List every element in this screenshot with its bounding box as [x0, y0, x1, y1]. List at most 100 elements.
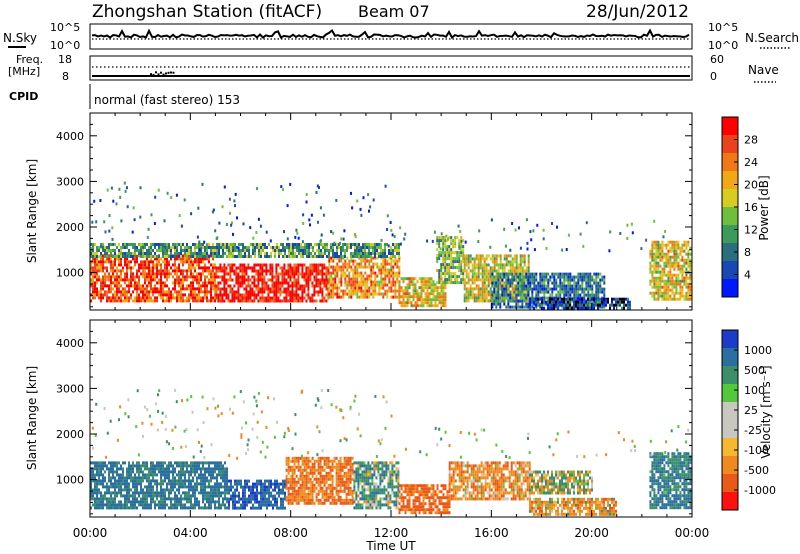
velocity-cell [104, 503, 106, 507]
power-cell [539, 290, 542, 294]
velocity-cell [148, 473, 150, 477]
power-cell [659, 252, 662, 256]
power-cell [273, 293, 276, 297]
velocity-cell [114, 506, 116, 510]
power-cell [265, 266, 268, 270]
power-cell [102, 296, 104, 300]
power-cell [170, 249, 172, 252]
velocity-cell [114, 485, 116, 489]
power-cell [400, 289, 403, 293]
power-cell [140, 249, 142, 252]
velocity-cell [112, 464, 114, 468]
power-cell [246, 255, 248, 258]
power-cell [273, 290, 276, 294]
power-cell [102, 260, 104, 264]
velocity-cell [166, 497, 168, 501]
velocity-cell [128, 473, 130, 477]
power-cell [523, 272, 526, 276]
power-cell [535, 284, 538, 288]
power-cell [655, 258, 658, 262]
power-cell [245, 278, 248, 282]
velocity-cell [116, 494, 118, 498]
power-cell [212, 281, 214, 285]
power-cell [364, 280, 367, 284]
power-cell [308, 249, 310, 252]
power-cell [168, 299, 170, 303]
power-cell [503, 257, 506, 261]
power-cell [202, 296, 204, 300]
power-cell [503, 263, 506, 267]
power-cell [444, 286, 447, 290]
velocity-cell [96, 470, 98, 474]
velocity-cell [120, 467, 122, 471]
power-scatter-cell [302, 222, 305, 225]
power-cell [348, 246, 350, 249]
power-cell [675, 240, 678, 244]
power-cell [232, 246, 234, 249]
velocity-cell [96, 506, 98, 510]
power-cell [509, 284, 512, 288]
power-cell [308, 255, 310, 258]
power-cell [673, 261, 676, 265]
power-cell [227, 296, 230, 300]
power-cell [106, 293, 108, 297]
power-cell [495, 260, 498, 264]
power-cell [106, 266, 108, 270]
power-scatter-cell [630, 222, 633, 226]
power-cell [467, 296, 470, 300]
power-cell [128, 287, 130, 291]
power-cell [412, 280, 415, 284]
velocity-cell [90, 473, 92, 477]
power-cell [519, 296, 522, 300]
power-cell [323, 266, 326, 270]
power-cell [96, 290, 98, 294]
power-cell [196, 246, 198, 249]
power-cell [479, 257, 482, 261]
power-cell [234, 243, 236, 246]
velocity-cell [168, 497, 170, 501]
power-cell [410, 301, 413, 305]
power-cell [154, 255, 156, 258]
power-cell [90, 284, 92, 288]
power-cell [358, 256, 361, 260]
power-cell [301, 296, 304, 300]
power-scatter-cell [302, 213, 305, 217]
power-cell [448, 275, 451, 279]
power-cell [653, 270, 656, 274]
power-cell [663, 273, 666, 277]
power-cell [370, 268, 373, 272]
power-cell [307, 293, 310, 297]
power-cell [495, 272, 498, 276]
power-cell [450, 275, 453, 279]
power-cell [252, 252, 254, 255]
power-cell [505, 290, 508, 294]
power-cell [657, 261, 660, 265]
power-cell [180, 255, 182, 258]
velocity-cell [174, 467, 176, 471]
power-scatter-cell [322, 213, 325, 217]
power-cell [293, 263, 296, 267]
power-cell [440, 301, 443, 305]
power-cell [172, 275, 174, 279]
power-cell [348, 265, 351, 269]
power-cell [194, 243, 196, 246]
power-cell [531, 300, 533, 304]
velocity-cell [140, 503, 142, 507]
power-cell [627, 306, 629, 310]
power-cell [657, 246, 660, 250]
power-cell [279, 287, 282, 291]
power-cell [525, 272, 528, 276]
power-cell [340, 265, 343, 269]
power-cell [214, 249, 216, 252]
power-cell [300, 246, 302, 249]
power-cell [324, 246, 326, 249]
power-cell [471, 287, 474, 291]
power-cell [462, 257, 465, 261]
velocity-cell [104, 476, 106, 480]
power-cell [426, 286, 429, 290]
power-cell [669, 264, 672, 268]
power-cell [432, 295, 435, 299]
power-cell [235, 272, 238, 276]
power-cell [350, 265, 353, 269]
power-cell [360, 262, 363, 266]
